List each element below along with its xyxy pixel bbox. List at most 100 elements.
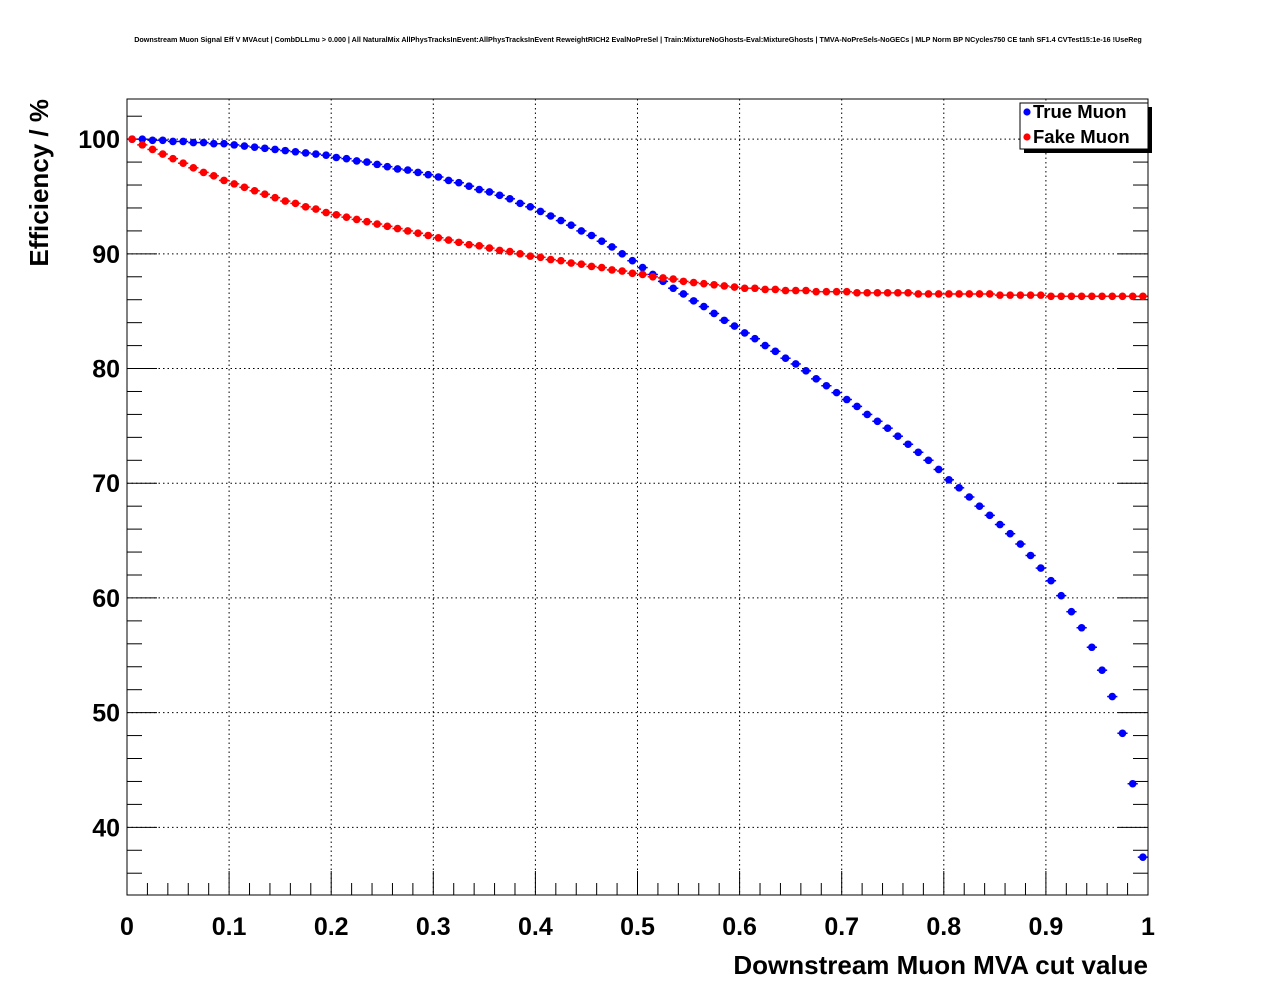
data-point [761,341,769,350]
x-tick-label: 0.3 [416,913,451,941]
data-point [853,402,861,411]
data-point [771,347,780,356]
data-point [393,224,402,233]
data-point [751,334,759,343]
data-point [403,166,412,174]
data-point [1088,292,1096,301]
data-point [301,203,310,211]
x-tick-label: 0.1 [212,913,247,941]
data-point [985,511,994,520]
data-point [1108,292,1117,301]
data-point [730,283,739,291]
data-point [751,284,759,293]
data-point [689,278,698,287]
data-point [250,143,259,151]
grid [127,99,1148,895]
data-point [291,147,300,156]
data-point [965,493,974,501]
data-point [802,286,810,295]
data-point [1118,729,1127,738]
data-point [1108,692,1117,701]
data-point [393,165,402,173]
data-point [271,193,279,202]
data-point [1067,607,1076,616]
data-point [1057,292,1066,301]
data-point [924,456,933,465]
data-point [618,250,626,258]
data-point [414,229,422,237]
data-point [312,205,320,213]
data-point [352,215,361,224]
data-point [1098,292,1106,301]
data-point [322,151,330,160]
data-point [822,287,831,296]
data-point [373,220,381,228]
y-tick-label: 100 [78,126,120,154]
data-point [1006,529,1014,538]
data-point [1026,291,1035,299]
data-point [873,417,882,426]
data-point [475,185,484,194]
data-point [516,250,524,258]
data-point [526,252,535,260]
data-point [1016,291,1025,299]
data-point [128,135,136,143]
data-point [148,136,157,145]
data-point [240,183,249,192]
data-point [945,290,953,298]
data-point [179,137,187,146]
data-point [996,520,1004,529]
data-point [383,162,392,171]
data-point [220,176,228,185]
data-points [127,135,1148,861]
data-point [424,231,432,240]
data-point [669,275,678,283]
data-point [812,375,820,383]
data-point [189,138,198,147]
data-point [843,287,851,296]
data-point [791,360,800,368]
data-point [883,424,892,432]
data-point [1077,623,1086,632]
data-point [444,236,453,244]
data-point [689,297,698,305]
data-point [1047,292,1055,301]
y-tick-label: 60 [92,585,120,613]
data-point [781,354,790,363]
data-point [710,309,718,318]
data-point [1139,292,1147,301]
y-tick-labels: 40 50 60 70 80 90 100 [78,126,120,842]
data-point [424,170,432,179]
data-point [710,281,718,289]
data-point [567,221,575,229]
data-point [526,203,535,211]
data-point [832,287,841,296]
data-point [506,194,514,203]
data-point [965,290,974,298]
axis-ticks [126,115,1149,895]
data-point [546,212,555,220]
data-point [924,290,933,298]
data-point [332,153,341,162]
data-point [608,266,616,274]
x-tick-labels: 0 0.1 0.2 0.3 0.4 0.5 0.6 0.7 0.8 0.9 1 [120,913,1155,941]
data-point [781,286,790,295]
data-point [495,191,504,200]
data-point [894,289,902,297]
legend-label-true-muon: True Muon [1033,101,1127,122]
data-point [158,136,167,145]
data-point [1098,666,1106,674]
data-point [291,199,300,208]
data-point [516,199,524,208]
data-point [638,270,647,279]
data-point [557,216,565,225]
data-point [700,279,708,288]
x-tick-label: 0.9 [1029,913,1064,941]
data-point [812,287,820,296]
data-point [465,240,473,249]
data-point [169,137,177,146]
data-point [506,247,514,256]
data-point [1067,292,1076,301]
data-point [485,244,494,252]
